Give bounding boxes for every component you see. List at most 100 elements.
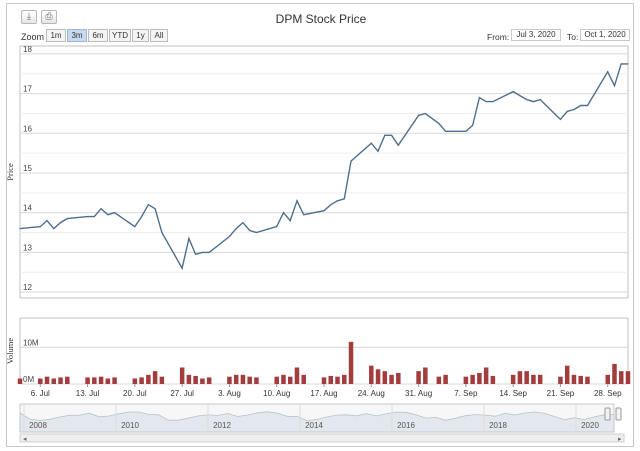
volume-bar — [51, 378, 57, 384]
zoom-6m-button[interactable]: 6m — [88, 29, 108, 42]
volume-bar — [369, 365, 374, 384]
navigator-year-label: 2020 — [581, 421, 599, 430]
to-date-input[interactable]: Oct 1, 2020 — [580, 29, 630, 41]
price-point — [620, 63, 622, 65]
price-point — [107, 214, 109, 216]
volume-bar — [193, 375, 198, 384]
volume-bar — [436, 376, 442, 384]
volume-bar — [510, 374, 516, 384]
volume-bar — [443, 374, 448, 384]
volume-bar — [375, 369, 381, 384]
from-date-input[interactable]: Jul 3, 2020 — [511, 29, 561, 41]
navigator-right-handle[interactable] — [615, 407, 622, 421]
price-point — [445, 130, 447, 132]
price-point — [377, 150, 379, 152]
navigator-year-label: 2014 — [305, 421, 323, 430]
price-axis-title: Price — [5, 163, 15, 181]
price-tick-label: 18 — [23, 45, 32, 54]
price-point — [370, 142, 372, 144]
price-point — [519, 95, 521, 97]
volume-bar — [233, 374, 239, 384]
price-point — [492, 100, 494, 103]
volume-bar — [382, 371, 388, 384]
price-point — [384, 134, 386, 136]
volume-bar — [328, 375, 334, 384]
volume-bar — [179, 367, 185, 384]
price-point — [478, 96, 480, 99]
price-point — [59, 221, 62, 224]
volume-bar — [227, 376, 232, 384]
from-label: From: — [487, 32, 510, 42]
volume-bar — [416, 371, 421, 384]
volume-bar — [335, 376, 340, 384]
volume-bar — [200, 378, 205, 384]
zoom-1m-button[interactable]: 1m — [46, 29, 66, 42]
download-icon[interactable]: ⤓ — [21, 10, 37, 24]
x-tick-label: 24. Aug — [358, 389, 385, 398]
chart-title: DPM Stock Price — [275, 12, 367, 26]
price-point — [147, 204, 149, 206]
volume-bar — [618, 371, 624, 384]
volume-bar — [58, 377, 63, 384]
price-point — [573, 108, 575, 111]
scroll-left-icon[interactable]: ◂ — [23, 435, 27, 443]
zoom-3m-button[interactable]: 3m — [67, 29, 87, 42]
price-point — [580, 104, 582, 107]
x-tick-label: 10. Aug — [263, 389, 290, 398]
price-tick-label: 15 — [23, 164, 32, 173]
volume-panel-border — [19, 317, 629, 385]
volume-bar — [578, 375, 583, 384]
x-tick-label: 13. Jul — [76, 389, 100, 398]
price-point — [417, 114, 420, 117]
navigator-left-handle[interactable] — [604, 407, 611, 421]
price-point — [303, 214, 305, 216]
price-point — [532, 100, 535, 103]
volume-tick-label: 0M — [23, 375, 34, 384]
price-point — [255, 231, 258, 234]
volume-bar — [132, 378, 138, 384]
volume-bar — [531, 374, 536, 384]
volume-bar — [537, 374, 543, 384]
volume-bar — [585, 376, 590, 384]
price-point — [249, 229, 251, 232]
zoom-ytd-button[interactable]: YTD — [109, 29, 131, 42]
price-point — [289, 220, 291, 222]
zoom-1y-button[interactable]: 1y — [132, 29, 149, 42]
to-label: To: — [567, 32, 579, 42]
price-point — [53, 227, 55, 230]
volume-bar — [186, 374, 192, 384]
price-point — [397, 144, 399, 146]
price-point — [39, 225, 41, 228]
volume-bar — [483, 367, 489, 384]
chart-container: ⤓ ⎙ DPM Stock Price Zoom 1m 3m 6m YTD 1y… — [6, 3, 634, 447]
price-point — [465, 130, 467, 132]
navigator-scrollbar[interactable] — [19, 433, 625, 443]
x-tick-label: 14. Sep — [499, 389, 527, 398]
price-point — [141, 216, 143, 218]
price-point — [343, 198, 345, 200]
volume-bar — [605, 374, 610, 384]
volume-bar — [348, 341, 354, 384]
price-point — [242, 221, 244, 224]
x-tick-label: 27. Jul — [170, 389, 194, 398]
volume-bar — [206, 377, 212, 384]
print-icon[interactable]: ⎙ — [41, 10, 57, 24]
x-tick-label: 20. Jul — [123, 389, 147, 398]
navigator-year-label: 2010 — [121, 421, 139, 430]
volume-bar — [146, 374, 151, 384]
volume-bar — [105, 378, 111, 384]
price-point — [228, 235, 231, 238]
price-point — [86, 216, 89, 218]
volume-bar — [159, 376, 165, 384]
price-point — [93, 216, 95, 218]
x-tick-label: 7. Sep — [454, 389, 478, 398]
volume-bar — [470, 374, 475, 384]
price-point — [586, 104, 589, 107]
volume-bar — [281, 374, 286, 384]
navigator-year-label: 2018 — [489, 421, 507, 430]
zoom-all-button[interactable]: All — [150, 29, 168, 42]
scroll-right-icon[interactable]: ▸ — [618, 435, 622, 443]
navigator-area — [19, 411, 615, 433]
price-point — [134, 225, 136, 228]
volume-bar — [254, 377, 259, 384]
